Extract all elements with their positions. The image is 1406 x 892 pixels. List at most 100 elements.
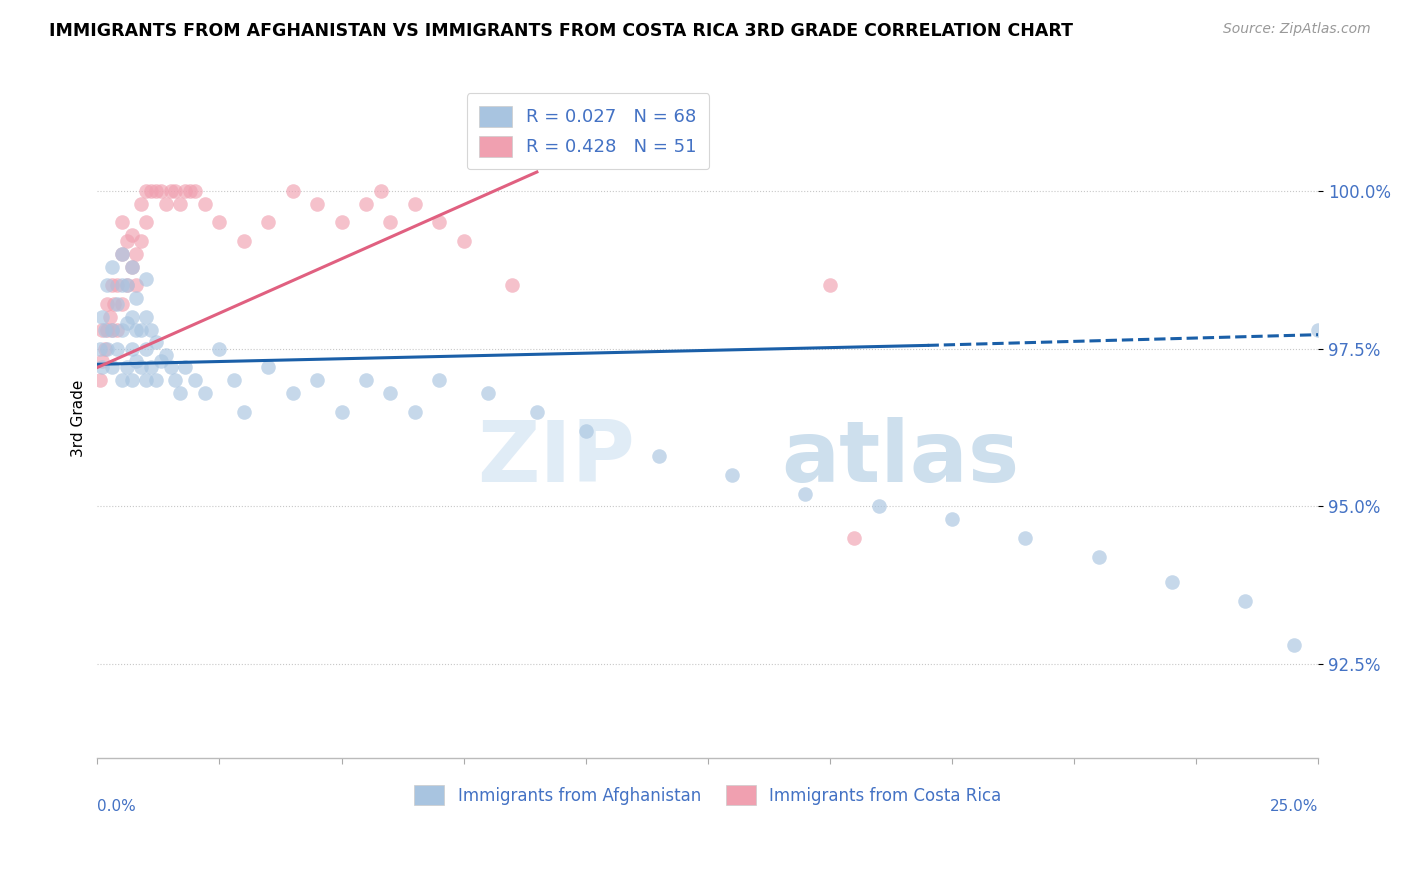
Point (121, 260, 143, 274)
Point (93, 342, 115, 356)
Point (354, 196, 377, 211)
Point (121, 260, 143, 274)
Point (526, 404, 548, 418)
Point (281, 385, 304, 400)
Point (91, 354, 114, 368)
Point (165, 184, 187, 198)
Point (184, 373, 207, 387)
Point (91, 310, 114, 324)
Point (131, 360, 153, 375)
Point (101, 323, 124, 337)
Point (105, 342, 128, 356)
Point (354, 373, 377, 387)
Point (380, 215, 402, 229)
Point (103, 297, 125, 311)
Point (844, 531, 866, 545)
Point (91, 360, 114, 375)
Point (115, 360, 138, 375)
Point (125, 354, 148, 368)
Point (1282, 638, 1305, 652)
Point (477, 385, 499, 400)
Point (794, 486, 817, 500)
Point (868, 499, 890, 513)
Point (1308, 323, 1330, 337)
Point (121, 342, 143, 356)
Point (427, 373, 450, 387)
Point (89, 373, 111, 387)
Point (174, 360, 197, 375)
Point (149, 184, 172, 198)
Point (370, 184, 392, 198)
Point (101, 323, 124, 337)
Point (93, 323, 115, 337)
Point (131, 235, 153, 249)
Point (453, 235, 475, 249)
Point (135, 373, 157, 387)
Point (96, 342, 118, 356)
Point (98, 310, 121, 324)
Point (111, 278, 134, 293)
Point (111, 215, 134, 229)
Point (115, 278, 138, 293)
Point (404, 196, 426, 211)
Point (721, 467, 744, 482)
Point (179, 184, 201, 198)
Point (169, 196, 191, 211)
Point (149, 354, 172, 368)
Text: ZIP: ZIP (477, 417, 634, 500)
Point (125, 247, 148, 261)
Point (208, 215, 231, 229)
Point (307, 373, 329, 387)
Point (169, 385, 191, 400)
Point (111, 247, 134, 261)
Point (427, 215, 450, 229)
Point (165, 373, 187, 387)
Point (159, 184, 181, 198)
Point (155, 196, 177, 211)
Point (1234, 593, 1257, 607)
Point (125, 278, 148, 293)
Point (135, 342, 157, 356)
Point (105, 323, 128, 337)
Point (139, 323, 162, 337)
Point (89, 342, 111, 356)
Point (941, 512, 963, 526)
Point (1087, 549, 1109, 564)
Point (125, 291, 148, 305)
Point (145, 373, 167, 387)
Point (139, 184, 162, 198)
Point (1160, 574, 1182, 589)
Point (222, 373, 245, 387)
Point (194, 196, 217, 211)
Point (281, 184, 304, 198)
Point (501, 278, 523, 293)
Point (125, 323, 148, 337)
Text: Source: ZipAtlas.com: Source: ZipAtlas.com (1223, 22, 1371, 37)
Text: 0.0%: 0.0% (97, 799, 136, 814)
Point (155, 348, 177, 362)
Point (115, 235, 138, 249)
Point (648, 449, 671, 463)
Point (184, 184, 207, 198)
Point (101, 278, 124, 293)
Point (131, 196, 153, 211)
Point (307, 196, 329, 211)
Legend: Immigrants from Afghanistan, Immigrants from Costa Rica: Immigrants from Afghanistan, Immigrants … (408, 779, 1008, 812)
Point (105, 278, 128, 293)
Point (96, 297, 118, 311)
Point (105, 297, 128, 311)
Point (115, 316, 138, 330)
Text: 25.0%: 25.0% (1270, 799, 1319, 814)
Point (232, 404, 254, 418)
Point (96, 278, 118, 293)
Point (194, 385, 217, 400)
Point (111, 297, 134, 311)
Point (101, 260, 124, 274)
Point (135, 184, 157, 198)
Point (111, 247, 134, 261)
Point (101, 360, 124, 375)
Point (111, 373, 134, 387)
Point (145, 335, 167, 350)
Point (257, 360, 280, 375)
Point (131, 323, 153, 337)
